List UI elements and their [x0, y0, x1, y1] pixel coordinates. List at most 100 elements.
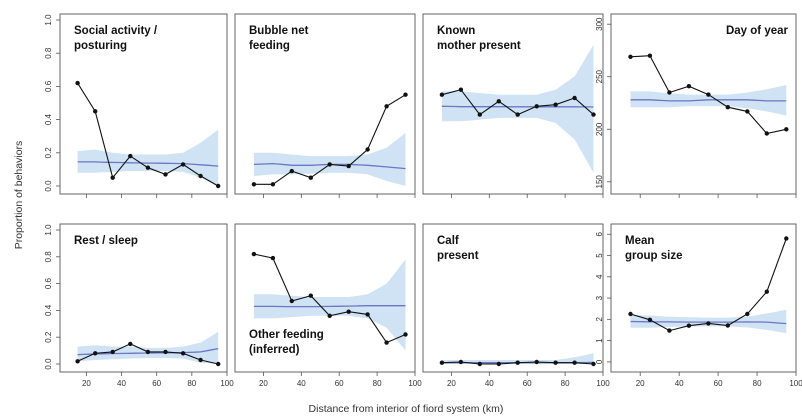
observed-point — [706, 92, 711, 97]
panel-title: Other feeding — [249, 329, 324, 341]
observed-point — [289, 168, 294, 174]
confidence-band — [441, 44, 594, 173]
panel-title: posturing — [74, 40, 127, 52]
observed-point — [784, 236, 789, 241]
panel-frame — [234, 13, 416, 195]
y-tick-label: 6 — [595, 232, 604, 237]
y-tick-label: 1 — [595, 338, 604, 343]
observed-point — [163, 172, 168, 177]
y-tick-label: 250 — [595, 69, 604, 83]
observed-point — [591, 112, 596, 117]
observed-point — [180, 351, 186, 356]
y-tick-label: 0.0 — [44, 358, 53, 370]
x-tick-label: 80 — [753, 379, 762, 388]
observed-point — [403, 332, 408, 337]
observed-point — [725, 323, 730, 328]
observed-point — [163, 349, 168, 355]
observed-point — [496, 99, 501, 104]
observed-point — [180, 162, 186, 167]
observed-point — [764, 131, 769, 136]
y-tick-label: 2 — [595, 317, 604, 322]
x-tick-label: 80 — [561, 379, 570, 388]
expected-line — [253, 305, 406, 308]
expected-line — [630, 99, 787, 102]
observed-point — [591, 361, 596, 367]
x-tick-label: 100 — [220, 379, 234, 388]
observed-point — [216, 183, 221, 189]
x-tick-label: 60 — [335, 379, 344, 388]
observed-point — [110, 175, 115, 180]
x-tick-label: 60 — [523, 379, 532, 388]
expected-line — [441, 105, 594, 108]
observed-point — [572, 360, 577, 365]
observed-point — [628, 311, 633, 317]
y-tick-label: 1.0 — [44, 14, 53, 26]
observed-point — [706, 321, 711, 326]
y-tick-label: 0.6 — [44, 277, 53, 289]
confidence-band — [253, 259, 406, 351]
confidence-band — [77, 129, 219, 186]
observed-point — [553, 360, 558, 365]
observed-point — [346, 309, 351, 314]
panel-2: Bubble net feeding — [234, 13, 416, 198]
observed-point — [667, 90, 672, 95]
panel-6: 20 40 60 80 100 Other feeding (inferred) — [234, 223, 422, 388]
panel-5: 0.0 0.2 0.4 0.6 0.8 1.0 20 40 60 80 100 Rest / slee… — [44, 223, 234, 388]
x-tick-label: 100 — [408, 379, 422, 388]
observed-point — [515, 112, 520, 117]
observed-point — [128, 341, 133, 347]
y-tick-label: 4 — [595, 274, 604, 279]
panel-3: Known mother present — [422, 13, 604, 198]
y-tick-label: 5 — [595, 253, 604, 258]
observed-point — [128, 153, 133, 159]
x-tick-label: 60 — [714, 379, 723, 388]
x-tick-label: 40 — [297, 379, 306, 388]
observed-point — [784, 127, 789, 132]
panel-title: Day of year — [726, 25, 789, 37]
observed-point — [198, 357, 203, 363]
observed-point — [572, 95, 577, 101]
observed-point — [534, 359, 539, 365]
y-tick-label: 0.0 — [44, 180, 53, 192]
observed-point — [458, 359, 464, 365]
observed-point — [477, 361, 482, 367]
y-tick-label: 0.4 — [44, 113, 53, 125]
observed-point — [725, 105, 730, 110]
panel-title: Known — [437, 25, 475, 37]
panel-title: present — [437, 250, 479, 262]
observed-point — [667, 328, 672, 333]
observed-point — [686, 84, 692, 89]
panel-title: (inferred) — [249, 344, 300, 356]
observed-point — [145, 349, 151, 355]
observed-point — [553, 102, 558, 107]
panel-title: Calf — [437, 235, 459, 247]
y-tick-label: 0.8 — [44, 251, 53, 263]
observed-point — [647, 53, 653, 58]
panel-title: mother present — [437, 40, 521, 52]
chart-panels: 0.0 0.2 0.4 0.6 0.8 1.0 Social activity / postu… — [44, 13, 802, 388]
y-tick-label: 0.2 — [44, 147, 53, 159]
observed-point — [270, 182, 276, 187]
x-tick-label: 20 — [447, 379, 456, 388]
panel-title: Mean — [625, 235, 654, 247]
observed-point — [458, 87, 464, 92]
panel-title: Bubble net — [249, 25, 309, 37]
observed-point — [93, 351, 98, 356]
observed-point — [289, 298, 294, 304]
observed-point — [686, 323, 692, 328]
observed-point — [198, 173, 203, 179]
observed-point — [308, 175, 313, 180]
x-tick-label: 80 — [373, 379, 382, 388]
panel-title: Social activity / — [74, 25, 158, 37]
observed-point — [764, 289, 769, 294]
observed-point — [75, 80, 80, 86]
panel-frame — [234, 223, 416, 373]
y-tick-label: 300 — [595, 17, 604, 31]
y-tick-label: 0 — [595, 359, 604, 364]
observed-point — [496, 361, 501, 367]
observed-point — [270, 255, 276, 261]
observed-point — [403, 92, 408, 97]
observed-point — [110, 349, 115, 355]
